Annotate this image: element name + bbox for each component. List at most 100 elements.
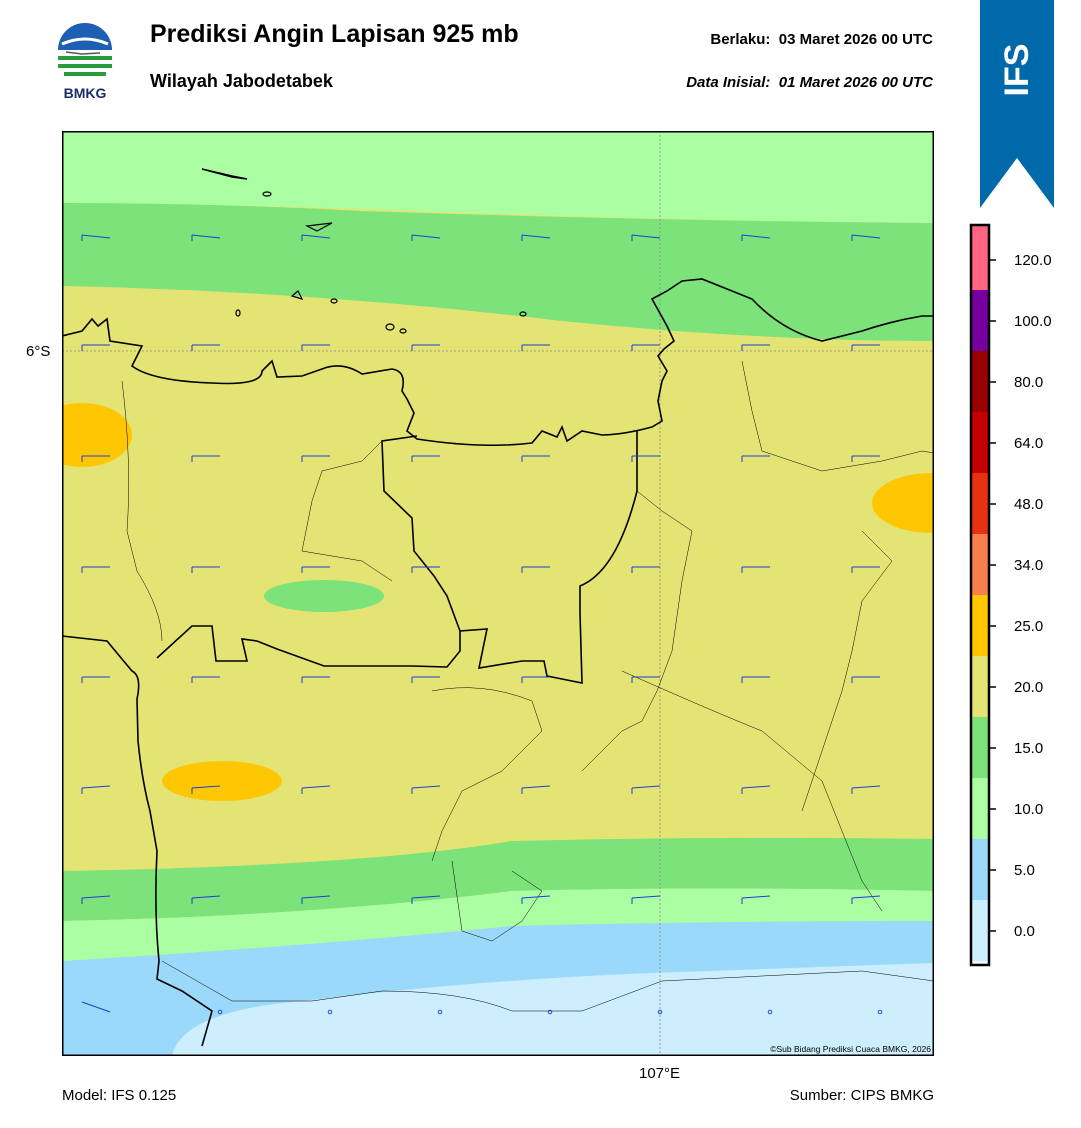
wind-barb	[631, 455, 660, 462]
wind-barb	[81, 234, 111, 241]
wind-barb	[521, 895, 551, 904]
colorbar-tick-label: 120.0	[1014, 252, 1052, 269]
init-date: Data Inisial: 01 Maret 2026 00 UTC	[686, 74, 933, 91]
wind-barb	[851, 455, 880, 462]
copyright-text: ©Sub Bidang Prediksi Cuaca BMKG, 2026	[770, 1044, 931, 1054]
colorbar-band	[971, 900, 989, 961]
colorbar-tick-label: 64.0	[1014, 435, 1043, 452]
wind-barb	[741, 785, 771, 794]
lon-label-107e: 107°E	[639, 1065, 681, 1082]
wind-barb	[301, 785, 331, 794]
wind-barb	[81, 455, 110, 462]
wind-barb	[631, 895, 661, 904]
colorbar-band	[971, 412, 989, 473]
wind-barb	[301, 344, 330, 351]
colorbar-tick-label: 48.0	[1014, 496, 1043, 513]
wind-barbs	[81, 234, 883, 1015]
wind-barb	[411, 344, 440, 351]
province-boundary	[62, 635, 213, 1047]
wind-barb	[411, 895, 441, 904]
ifs-ribbon: IFS	[980, 0, 1054, 208]
colorbar: 0.0 5.0 10.0 15.0 20.0 25.0 34.0 48.0 64.0 80.0 10…	[969, 223, 1052, 967]
colorbar-tick-label: 34.0	[1014, 557, 1043, 574]
colorbar-band	[971, 717, 989, 778]
init-label: Data Inisial:	[686, 74, 771, 91]
wind-barb	[81, 344, 110, 351]
colorbar-tick-label: 0.0	[1014, 923, 1035, 940]
wind-barb	[631, 785, 661, 794]
wind-barb	[191, 785, 221, 794]
wind-barb	[851, 566, 880, 573]
calm-marker	[657, 1009, 663, 1015]
district-boundary	[381, 435, 461, 632]
valid-date: Berlaku: 03 Maret 2026 00 UTC	[710, 31, 933, 48]
colorbar-tick-label: 100.0	[1014, 313, 1052, 330]
logo-text: BMKG	[64, 85, 107, 101]
wind-barb	[741, 895, 771, 904]
wind-barb	[521, 566, 550, 573]
init-value: 01 Maret 2026 00 UTC	[778, 74, 933, 91]
calm-marker	[877, 1009, 883, 1015]
colorbar-band	[971, 534, 989, 595]
wind-barb	[191, 344, 220, 351]
wind-barb	[851, 895, 881, 904]
wind-barb	[411, 234, 441, 241]
wind-barb	[81, 676, 110, 683]
source-label: Sumber: CIPS BMKG	[789, 1087, 934, 1104]
wind-barb	[81, 566, 110, 573]
bmkg-logo: BMKG	[58, 23, 112, 101]
valid-value: 03 Maret 2026 00 UTC	[778, 31, 933, 48]
calm-marker	[437, 1009, 443, 1015]
colorbar-tick-label: 5.0	[1014, 862, 1035, 879]
page-title: Prediksi Angin Lapisan 925 mb	[150, 20, 519, 48]
calm-marker	[217, 1009, 223, 1015]
colorbar-tick-label: 20.0	[1014, 679, 1043, 696]
coastline	[62, 278, 934, 447]
valid-label: Berlaku:	[710, 31, 771, 48]
colorbar-tick-label: 10.0	[1014, 801, 1043, 818]
wind-barb	[521, 785, 551, 794]
wind-barb	[191, 676, 220, 683]
colorbar-band	[971, 473, 989, 534]
colorbar-band	[971, 961, 989, 965]
wind-barb	[81, 1001, 111, 1013]
jakarta-boundary	[156, 431, 638, 684]
calm-marker	[767, 1009, 773, 1015]
model-label: Model: IFS 0.125	[62, 1087, 177, 1104]
wind-barb	[301, 566, 330, 573]
colorbar-tick-label: 25.0	[1014, 618, 1043, 635]
wind-barb	[81, 785, 111, 794]
colorbar-band	[971, 839, 989, 900]
wind-barb	[301, 234, 331, 241]
wind-barb	[191, 895, 221, 904]
wind-barb	[411, 566, 440, 573]
colorbar-band	[971, 351, 989, 412]
colorbar-band	[971, 656, 989, 717]
wind-barb	[521, 234, 551, 241]
wind-barb	[741, 566, 770, 573]
wind-barb	[741, 676, 770, 683]
wind-barb	[631, 234, 661, 241]
wind-barb	[851, 344, 880, 351]
ifs-ribbon-text: IFS	[998, 44, 1036, 97]
wind-barb	[521, 455, 550, 462]
wind-barb	[191, 455, 220, 462]
wind-barb	[301, 455, 330, 462]
wind-barb	[521, 344, 550, 351]
wind-barb	[851, 785, 881, 794]
wind-barb	[411, 455, 440, 462]
wind-barb	[851, 676, 880, 683]
wind-barb	[631, 676, 660, 683]
wind-barb	[741, 455, 770, 462]
wind-barb	[411, 785, 441, 794]
wind-barb	[191, 234, 221, 241]
wind-barb	[631, 566, 660, 573]
colorbar-band	[971, 225, 989, 290]
wind-barb	[301, 895, 331, 904]
colorbar-band	[971, 595, 989, 656]
colorbar-frame	[969, 223, 991, 967]
wind-barb	[191, 566, 220, 573]
wind-barb	[851, 234, 881, 241]
wind-barb	[411, 676, 440, 683]
wind-barb	[631, 344, 660, 351]
